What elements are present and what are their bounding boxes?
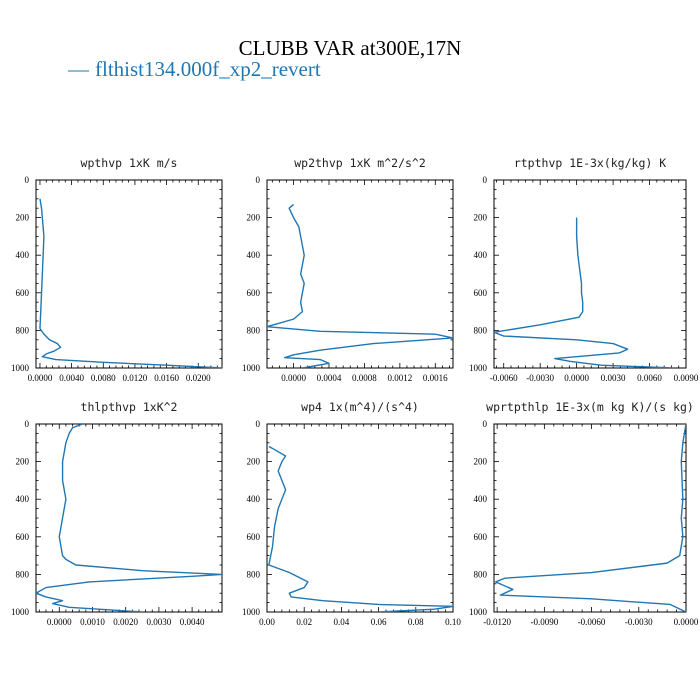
x-tick-label: 0.06 (371, 617, 387, 627)
panel-title: wp4 1x(m^4)/(s^4) (301, 400, 419, 414)
x-tick-label: 0.0010 (80, 617, 105, 627)
x-tick-label: 0.0000 (28, 373, 53, 383)
panel-2: wp2thvp 1xK m^2/s^2 0 200 400 600 800 1000 0.00… (242, 156, 454, 383)
y-tick-label: 0 (256, 175, 261, 185)
x-tick-label: 0.0030 (147, 617, 172, 627)
y-tick-label: 200 (247, 457, 261, 467)
x-tick-label: 0.0000 (564, 373, 589, 383)
y-tick-label: 800 (247, 569, 261, 579)
y-tick-label: 600 (247, 532, 261, 542)
x-tick-label: 0.10 (445, 617, 461, 627)
y-tick-label: 1000 (242, 607, 261, 617)
series-line (268, 445, 453, 612)
series-line (267, 203, 453, 368)
y-tick-label: 200 (474, 457, 488, 467)
y-tick-label: 0 (483, 175, 488, 185)
y-tick-label: 200 (16, 457, 30, 467)
y-tick-label: 600 (474, 288, 488, 298)
y-tick-label: 400 (474, 494, 488, 504)
x-tick-label: -0.0120 (483, 617, 511, 627)
x-tick-label: 0.04 (334, 617, 350, 627)
y-tick-label: 0 (483, 419, 488, 429)
panel-title: thlpthvp 1xK^2 (81, 400, 178, 414)
y-tick-label: 400 (16, 494, 30, 504)
x-tick-label: 0.0060 (637, 373, 662, 383)
y-tick-label: 600 (16, 532, 30, 542)
y-tick-label: 0 (25, 419, 30, 429)
series-line (36, 424, 222, 612)
panel-6: wprtpthlp 1E-3x(m kg K)/(s kg) 0 200 400 600… (469, 400, 699, 627)
y-tick-label: 1000 (469, 363, 488, 373)
y-tick-label: 1000 (242, 363, 261, 373)
figure-title: CLUBB VAR at300E,17N (238, 36, 462, 60)
series-line (39, 198, 222, 368)
x-tick-label: 0.0160 (154, 373, 179, 383)
panel-title: wp2thvp 1xK m^2/s^2 (294, 156, 426, 170)
x-tick-label: 0.0030 (601, 373, 626, 383)
panel-title: wprtpthlp 1E-3x(m kg K)/(s kg) (486, 400, 694, 414)
x-tick-label: 0.0000 (674, 617, 699, 627)
y-tick-label: 400 (247, 250, 261, 260)
series-line (494, 217, 674, 368)
x-tick-label: 0.0040 (59, 373, 84, 383)
x-tick-label: 0.0120 (123, 373, 148, 383)
legend: — flthist134.000f_xp2_revert (68, 57, 321, 82)
x-tick-label: 0.0000 (281, 373, 306, 383)
x-tick-label: -0.0060 (578, 617, 606, 627)
x-tick-label: -0.0030 (625, 617, 653, 627)
x-tick-label: -0.0090 (530, 617, 558, 627)
y-tick-label: 800 (474, 325, 488, 335)
y-tick-label: 600 (247, 288, 261, 298)
series-line (494, 424, 686, 612)
x-tick-label: 0.0080 (91, 373, 116, 383)
x-tick-label: 0.00 (259, 617, 275, 627)
x-tick-label: 0.02 (296, 617, 312, 627)
y-tick-label: 800 (474, 569, 488, 579)
x-tick-label: 0.0008 (352, 373, 377, 383)
plot-frame (266, 423, 454, 613)
y-tick-label: 800 (16, 325, 30, 335)
y-tick-label: 800 (16, 569, 30, 579)
y-tick-label: 0 (256, 419, 261, 429)
panel-4: thlpthvp 1xK^2 0 200 400 600 800 1000 0.0000 0.0… (11, 400, 223, 627)
x-tick-label: 0.0016 (423, 373, 448, 383)
x-tick-label: 0.0090 (674, 373, 699, 383)
x-tick-label: 0.0020 (113, 617, 138, 627)
x-tick-label: 0.0000 (47, 617, 72, 627)
y-tick-label: 200 (16, 213, 30, 223)
y-tick-label: 600 (474, 532, 488, 542)
legend-label: flthist134.000f_xp2_revert (95, 57, 321, 81)
y-tick-label: 1000 (469, 607, 488, 617)
x-tick-label: -0.0030 (526, 373, 554, 383)
x-tick-label: 0.0012 (387, 373, 412, 383)
x-tick-label: 0.0200 (186, 373, 211, 383)
y-tick-label: 400 (16, 250, 30, 260)
y-tick-label: 400 (247, 494, 261, 504)
legend-line-swatch: — (68, 57, 89, 81)
x-tick-label: -0.0060 (490, 373, 518, 383)
panel-title: wpthvp 1xK m/s (81, 156, 178, 170)
plot-frame (493, 179, 687, 369)
y-tick-label: 1000 (11, 363, 30, 373)
x-tick-label: 0.0040 (180, 617, 205, 627)
x-tick-label: 0.08 (408, 617, 424, 627)
x-tick-label: 0.0004 (317, 373, 342, 383)
panel-title: rtpthvp 1E-3x(kg/kg) K (514, 156, 666, 170)
y-tick-label: 200 (474, 213, 488, 223)
y-tick-label: 800 (247, 325, 261, 335)
y-tick-label: 400 (474, 250, 488, 260)
plot-frame (35, 179, 223, 369)
y-tick-label: 1000 (11, 607, 30, 617)
y-tick-label: 0 (25, 175, 30, 185)
y-tick-label: 200 (247, 213, 261, 223)
plot-frame (493, 423, 687, 613)
y-tick-label: 600 (16, 288, 30, 298)
panel-3: rtpthvp 1E-3x(kg/kg) K02004006008001000-… (469, 156, 699, 383)
